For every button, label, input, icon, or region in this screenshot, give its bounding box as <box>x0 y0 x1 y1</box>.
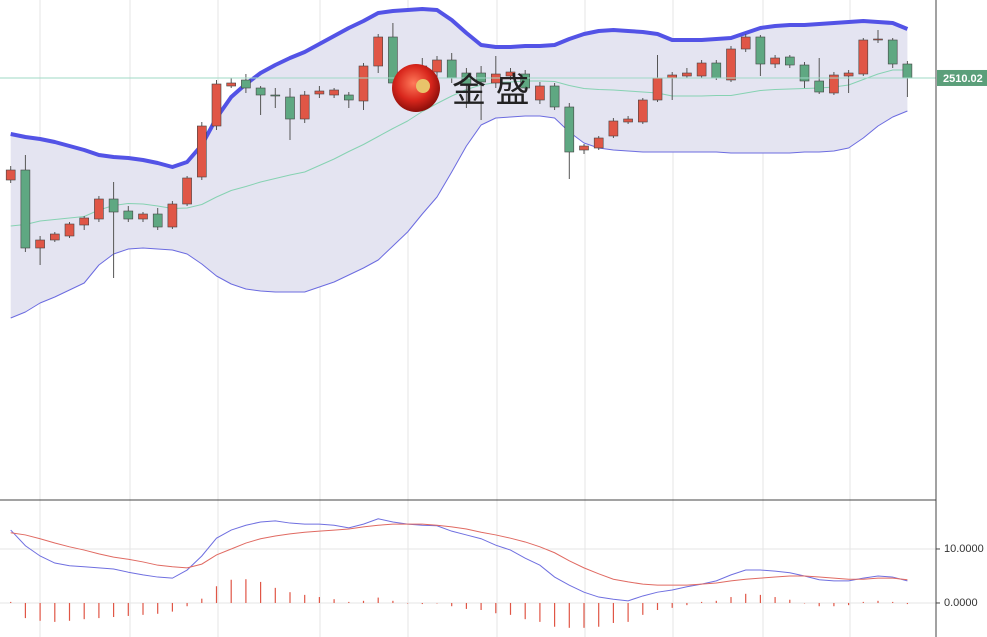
candle-body <box>152 213 163 228</box>
candle-body <box>535 85 545 101</box>
candle-body <box>873 38 883 41</box>
candle-body <box>755 36 766 65</box>
candle-body <box>829 74 839 94</box>
candle-body <box>270 94 281 97</box>
logo <box>392 64 440 112</box>
macd-line <box>10 518 908 602</box>
band-line <box>10 7 909 169</box>
price-label: 2510.02 <box>943 73 983 85</box>
candle-body <box>5 169 16 181</box>
candle-body <box>49 233 60 241</box>
candle-body <box>637 99 648 123</box>
band-fill <box>10 9 908 318</box>
candle-body <box>64 223 75 237</box>
candle-body <box>652 77 663 101</box>
y-tick-label: 0.0000 <box>944 597 978 609</box>
candle-body <box>167 203 178 228</box>
candle-body <box>35 239 45 249</box>
candle-body <box>94 198 104 220</box>
candle-body <box>579 145 589 151</box>
price-label-box <box>937 69 987 86</box>
macd-panel: 10.0000 0.0000 <box>0 518 984 628</box>
candle-body <box>432 59 442 73</box>
candle-body <box>255 87 266 96</box>
candle-body <box>314 90 325 95</box>
candle-body <box>887 39 898 65</box>
candle-body <box>608 120 619 137</box>
candle-body <box>505 71 516 77</box>
candle-body <box>373 36 384 67</box>
band-line <box>10 110 908 319</box>
candle-body <box>197 125 207 178</box>
watermark-text: 金 盛 <box>452 72 529 110</box>
candle-body <box>858 39 869 75</box>
candle-body <box>799 64 810 82</box>
logo-dot <box>416 79 430 93</box>
candle-body <box>211 83 222 127</box>
candle-body <box>226 82 236 87</box>
candle-body <box>182 177 192 205</box>
candle-body <box>520 73 531 89</box>
candle-body <box>20 169 31 249</box>
candle-body <box>79 217 89 226</box>
candle-body <box>343 94 354 101</box>
candle-body <box>461 72 472 86</box>
candle-body <box>241 79 251 89</box>
candle-body <box>696 62 707 77</box>
candle-body <box>843 72 854 77</box>
candle-body <box>726 48 736 81</box>
candle-body <box>623 118 633 123</box>
band-line <box>10 69 908 227</box>
candle-body <box>285 96 295 120</box>
candle-body <box>711 62 722 79</box>
candle-body <box>138 213 148 220</box>
candle-body <box>740 36 751 50</box>
watermark: 金 盛 <box>392 64 529 112</box>
candle-body <box>902 63 913 79</box>
candle-body <box>490 73 501 84</box>
y-tick-label: 10.0000 <box>944 543 984 555</box>
candle-body <box>564 106 575 153</box>
candle-body <box>814 80 825 93</box>
candle-body <box>108 198 119 213</box>
macd-line <box>10 523 908 586</box>
candle-body <box>299 94 310 120</box>
candle-body <box>329 89 339 96</box>
candle-body <box>593 137 604 149</box>
candle-body <box>770 57 780 65</box>
candle-body <box>784 56 795 66</box>
candle-body <box>358 65 369 102</box>
price-panel: 2510.02 <box>0 7 987 319</box>
candle-body <box>549 85 560 108</box>
candle-body <box>682 72 692 77</box>
candle-body <box>123 210 134 220</box>
